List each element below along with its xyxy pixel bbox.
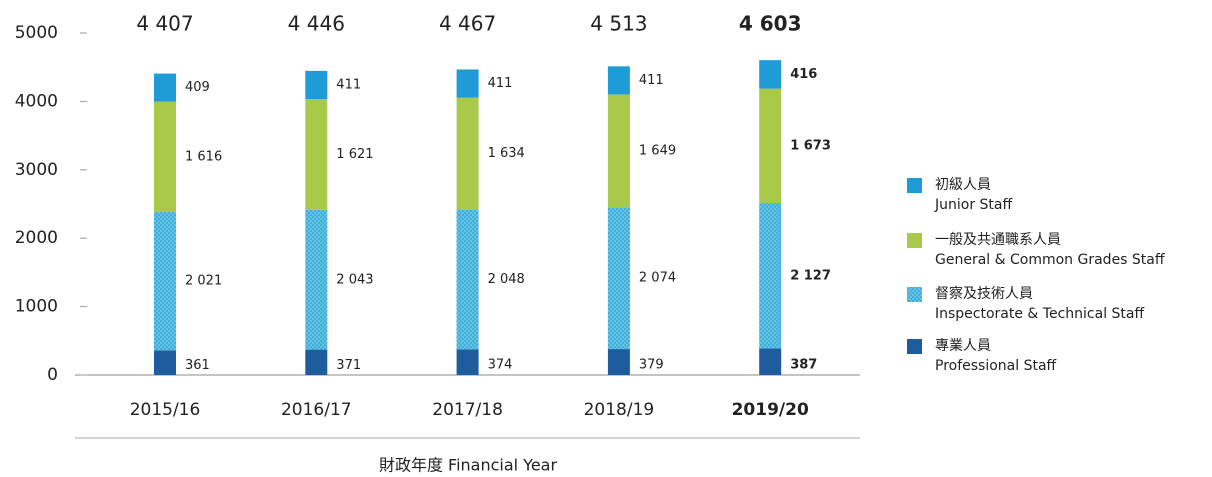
legend-label: 初級人員 [935,176,991,193]
bar-segment [305,349,328,375]
segment-label: 416 [790,67,817,82]
x-tick-label: 2016/17 [281,400,352,420]
segment-label: 1 634 [488,146,525,161]
bar-segment [154,101,176,213]
bar-segment [305,70,328,100]
total-label: 4 467 [439,12,496,36]
segment-label: 374 [488,358,513,373]
y-tick-label: 5000 [15,23,58,43]
legend-swatch [907,339,922,354]
bar-segment [607,207,630,350]
bar-segment [759,203,782,349]
y-tick-label: 4000 [15,91,58,111]
segment-label: 1 621 [336,147,373,162]
segment-label: 379 [639,358,664,373]
bar-segment [305,99,328,210]
legend-label: 一般及共通職系人員 [935,232,1061,248]
segment-label: 409 [185,80,210,95]
y-tick-label: 2000 [15,228,58,248]
segment-label: 1 649 [639,143,676,158]
segment-label: 371 [336,358,361,373]
x-tick-label: 2015/16 [130,400,201,420]
bar-segment [154,212,176,351]
legend-label: 專業人員 [935,338,991,354]
bar-segment [759,348,782,375]
segment-label: 411 [639,73,664,88]
segment-label: 2 043 [336,272,373,287]
bar-segment [607,94,630,208]
bar-segment [607,349,630,375]
bar-segment [154,73,176,102]
bar-segment [305,209,328,350]
segment-label: 2 074 [639,271,676,286]
legend-label: General & Common Grades Staff [935,252,1165,268]
legend-swatch [907,178,922,193]
segment-label: 1 616 [185,149,222,164]
x-tick-label: 2017/18 [432,400,503,420]
x-axis-label: 財政年度 Financial Year [379,456,558,475]
bar-segment [456,97,479,210]
y-tick-label: 1000 [15,297,58,317]
x-tick-label: 2018/19 [584,400,655,420]
legend-label: Professional Staff [935,358,1057,374]
bar-segment [456,69,479,98]
y-tick-label: 3000 [15,160,58,180]
total-label: 4 513 [590,12,647,36]
bar-segment [154,350,176,375]
segment-label: 387 [790,357,817,372]
bar-segment [607,66,630,95]
total-label: 4 407 [136,12,193,36]
x-tick-label: 2019/20 [732,400,809,420]
bar-segment [759,60,782,89]
legend-label: Inspectorate & Technical Staff [935,306,1144,322]
total-label: 4 603 [739,12,802,36]
legend-swatch [907,287,922,302]
segment-label: 1 673 [790,138,831,153]
bar-segment [456,349,479,375]
legend-label: Junior Staff [934,197,1012,213]
total-label: 4 446 [288,12,345,36]
segment-label: 361 [185,358,210,373]
legend-label: 督察及技術人員 [935,285,1033,302]
segment-label: 411 [336,77,361,92]
segment-label: 411 [488,76,513,91]
bar-segment [759,88,782,204]
segment-label: 2 127 [790,268,831,283]
bar-segment [456,209,479,350]
segment-label: 2 048 [488,272,525,287]
legend-swatch [907,233,922,248]
y-tick-label: 0 [47,365,58,385]
segment-label: 2 021 [185,274,222,289]
